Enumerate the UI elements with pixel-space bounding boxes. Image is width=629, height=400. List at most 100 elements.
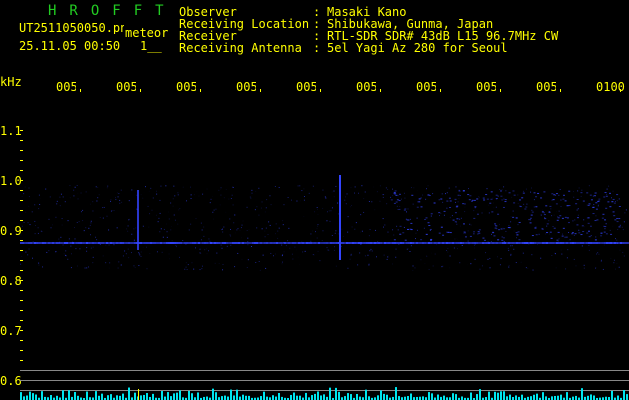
carrier-trace bbox=[614, 242, 616, 244]
level-bar bbox=[119, 395, 121, 400]
carrier-trace bbox=[516, 242, 518, 244]
meteor-echo bbox=[600, 232, 603, 234]
freq-tick bbox=[20, 360, 23, 361]
noise-dot bbox=[193, 268, 195, 270]
noise-dot bbox=[368, 264, 370, 266]
carrier-trace bbox=[610, 242, 612, 244]
meteor-echo bbox=[425, 217, 428, 219]
meteor-echo bbox=[612, 211, 615, 213]
noise-dot bbox=[77, 192, 79, 194]
noise-dot bbox=[86, 267, 88, 269]
noise-dot bbox=[582, 266, 583, 267]
carrier-trace bbox=[102, 242, 104, 244]
level-bar bbox=[440, 396, 442, 400]
noise-dot bbox=[485, 218, 486, 219]
noise-dot bbox=[275, 223, 277, 225]
meteor-echo bbox=[613, 202, 616, 204]
noise-dot bbox=[34, 233, 36, 235]
meteor-echo bbox=[557, 231, 560, 233]
level-bar bbox=[206, 396, 208, 400]
noise-dot bbox=[310, 240, 312, 242]
carrier-trace bbox=[80, 242, 82, 244]
level-bar bbox=[95, 391, 97, 400]
noise-dot bbox=[136, 194, 138, 196]
noise-dot bbox=[193, 194, 195, 196]
carrier-trace bbox=[278, 242, 280, 244]
noise-dot bbox=[20, 263, 22, 265]
meteor-echo bbox=[467, 194, 470, 196]
meteor-echo bbox=[545, 205, 548, 207]
noise-dot bbox=[513, 230, 515, 232]
meteor-echo bbox=[497, 213, 500, 215]
meteor-echo bbox=[604, 219, 607, 221]
time-label: 0052 bbox=[116, 80, 136, 94]
meteor-echo bbox=[567, 222, 570, 224]
meteor-echo bbox=[518, 239, 521, 241]
meteor-echo bbox=[601, 217, 604, 219]
noise-dot bbox=[317, 213, 319, 215]
noise-dot bbox=[583, 267, 585, 269]
level-bar bbox=[422, 396, 424, 400]
noise-dot bbox=[25, 211, 27, 213]
carrier-trace bbox=[154, 242, 156, 244]
noise-dot bbox=[513, 248, 515, 250]
noise-dot bbox=[39, 203, 41, 205]
level-bar bbox=[155, 397, 157, 400]
noise-dot bbox=[354, 228, 356, 230]
meteor-echo bbox=[501, 239, 504, 241]
noise-dot bbox=[375, 256, 377, 258]
noise-dot bbox=[326, 220, 328, 222]
noise-dot bbox=[237, 228, 239, 230]
noise-dot bbox=[454, 238, 456, 240]
noise-dot bbox=[52, 224, 54, 226]
noise-dot bbox=[156, 251, 158, 253]
level-bar bbox=[494, 391, 496, 400]
freq-label: 0.7 bbox=[0, 324, 22, 338]
carrier-trace bbox=[542, 242, 544, 244]
meteor-echo bbox=[500, 195, 503, 197]
noise-dot bbox=[340, 245, 342, 247]
level-bar bbox=[86, 391, 88, 400]
time-marker bbox=[138, 389, 139, 400]
noise-dot bbox=[398, 243, 400, 245]
noise-dot bbox=[368, 263, 370, 265]
noise-dot bbox=[108, 267, 110, 269]
noise-dot bbox=[407, 248, 409, 250]
meteor-echo bbox=[449, 232, 452, 234]
meteor-echo bbox=[557, 217, 560, 219]
noise-dot bbox=[390, 196, 392, 198]
carrier-trace bbox=[618, 242, 620, 244]
carrier-trace bbox=[238, 242, 240, 244]
level-bar bbox=[293, 392, 295, 400]
meteor-echo bbox=[610, 233, 613, 235]
carrier-trace bbox=[218, 242, 220, 244]
noise-dot bbox=[588, 245, 590, 247]
noise-dot bbox=[322, 189, 324, 191]
carrier-trace bbox=[530, 242, 532, 244]
noise-dot bbox=[262, 254, 264, 256]
noise-dot bbox=[461, 244, 463, 246]
noise-dot bbox=[423, 227, 425, 229]
carrier-trace bbox=[396, 242, 398, 244]
meteor-echo bbox=[582, 231, 585, 233]
carrier-trace bbox=[266, 242, 268, 244]
noise-dot bbox=[55, 216, 57, 218]
noise-dot bbox=[76, 185, 78, 187]
level-bar bbox=[215, 392, 217, 400]
noise-dot bbox=[283, 204, 285, 206]
noise-dot bbox=[134, 236, 135, 237]
carrier-trace bbox=[246, 242, 248, 244]
noise-dot bbox=[581, 189, 583, 191]
noise-dot bbox=[246, 266, 248, 268]
noise-dot bbox=[294, 246, 296, 248]
carrier-trace bbox=[480, 242, 482, 244]
meteor-echo bbox=[448, 197, 451, 199]
noise-dot bbox=[598, 249, 600, 251]
noise-dot bbox=[139, 254, 141, 256]
level-bar bbox=[320, 395, 322, 400]
noise-dot bbox=[602, 268, 604, 270]
noise-dot bbox=[438, 215, 440, 217]
noise-dot bbox=[174, 195, 176, 197]
time-tick bbox=[140, 89, 141, 92]
carrier-trace bbox=[574, 242, 576, 244]
